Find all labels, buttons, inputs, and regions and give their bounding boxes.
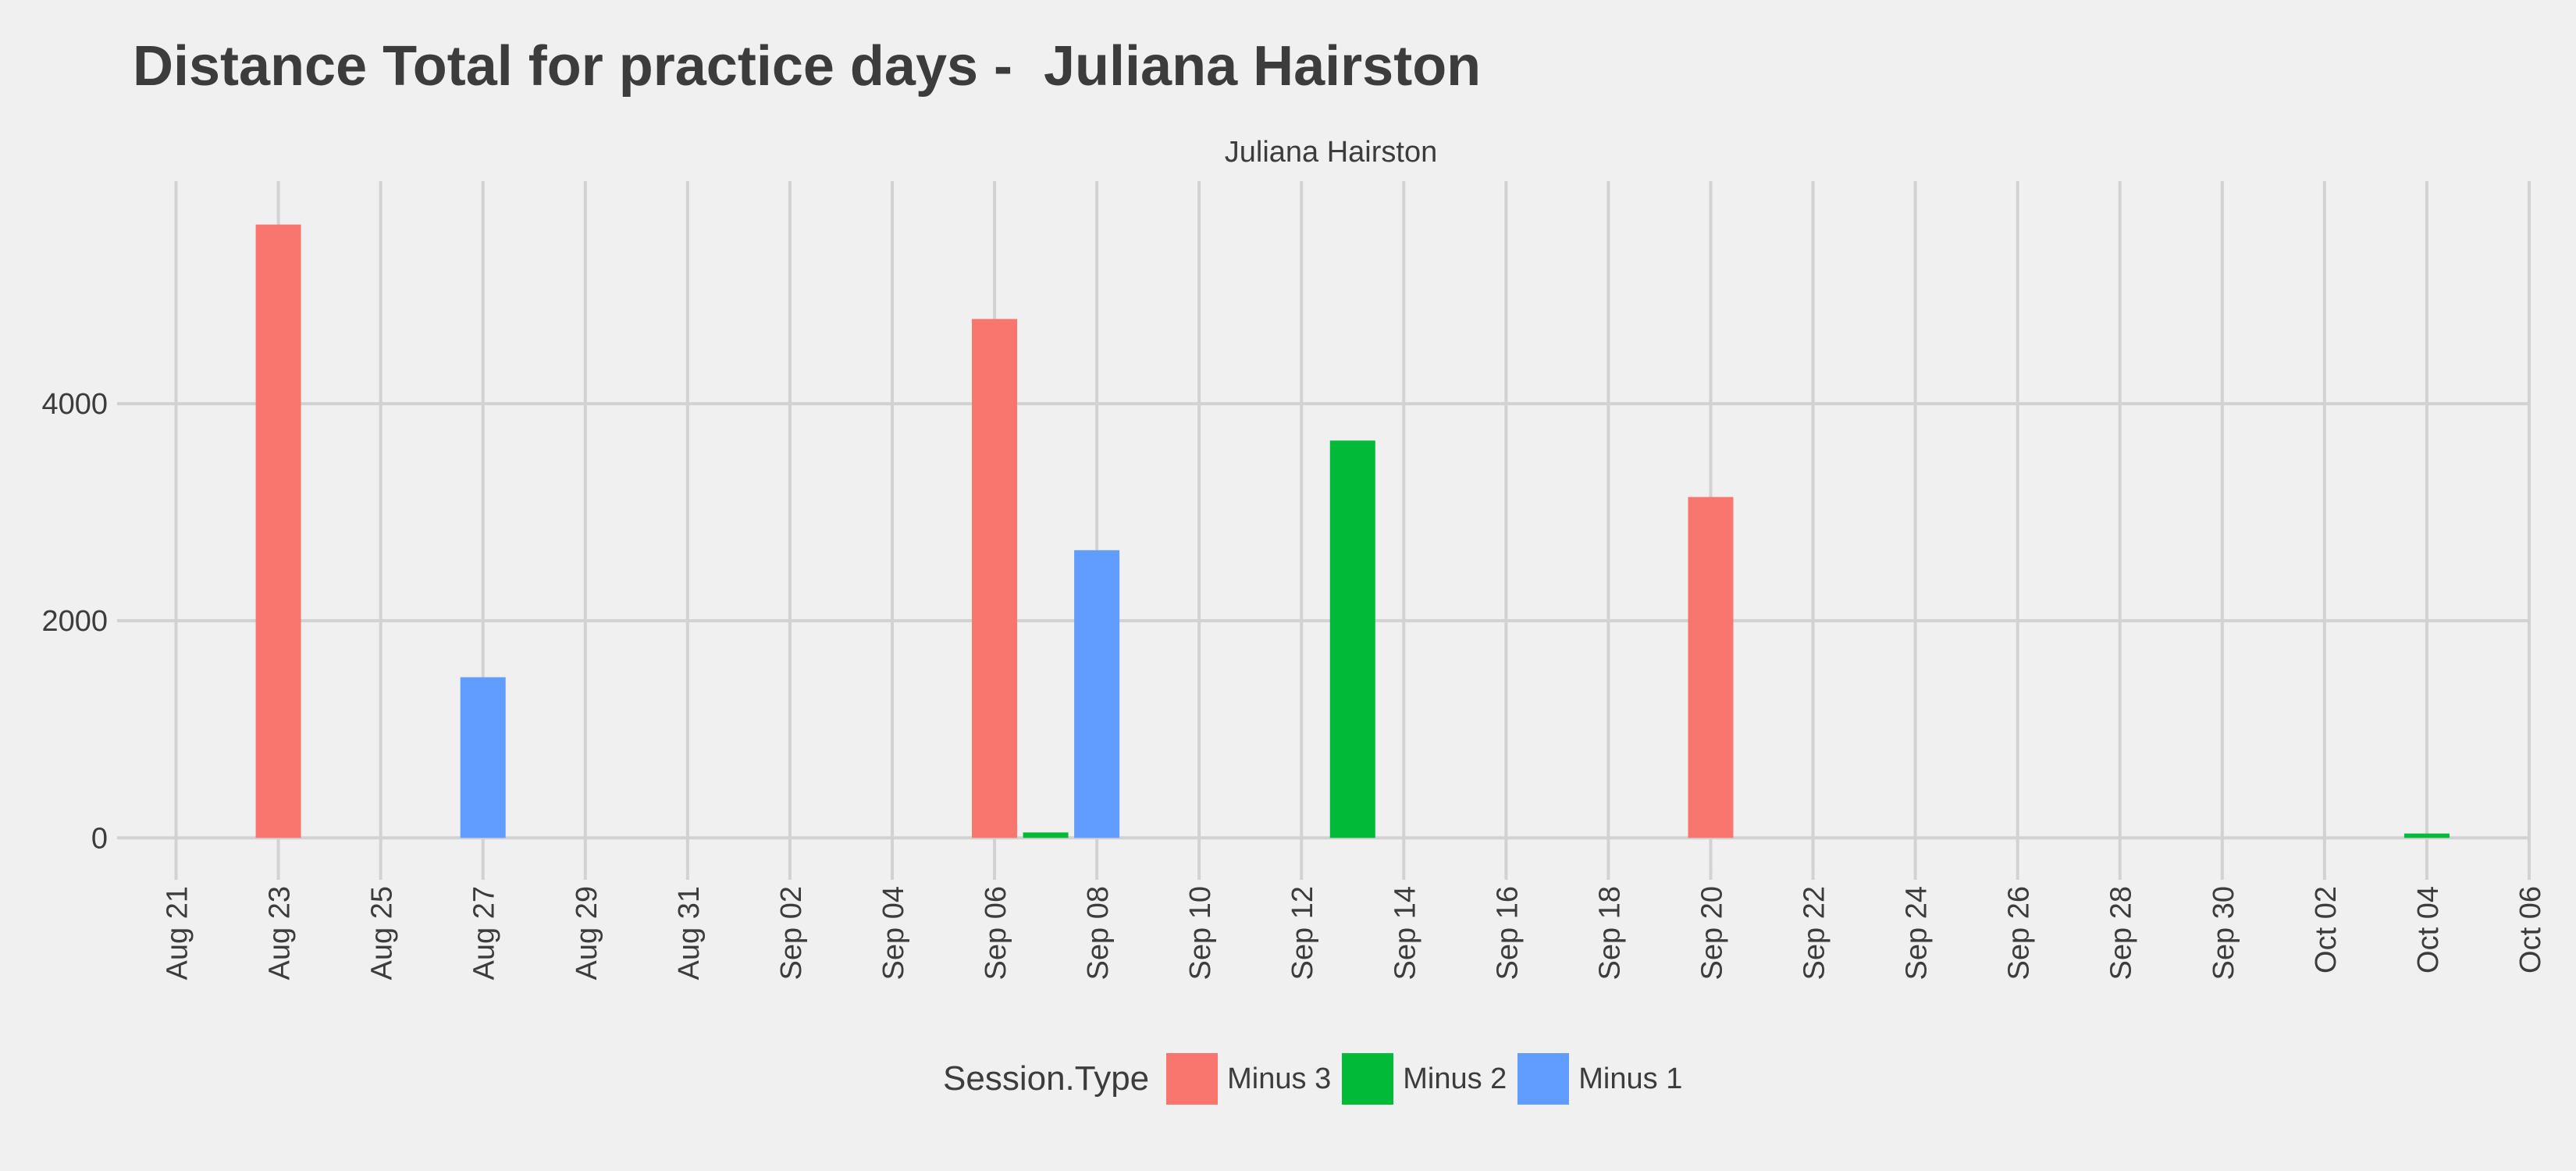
chart-title: Distance Total for practice days - Julia… bbox=[133, 35, 1482, 98]
x-axis-ticks bbox=[174, 870, 2531, 880]
y-tick-label-2000: 2000 bbox=[41, 605, 108, 638]
bar-minus-3-2024-09-20 bbox=[1688, 497, 1734, 838]
facet-strip-label: Juliana Hairston bbox=[1225, 136, 1437, 169]
x-tick-label-oct-06: Oct 06 bbox=[2514, 886, 2547, 973]
x-tick-label-aug-31: Aug 31 bbox=[673, 886, 706, 980]
y-axis-tick-labels: 0 2000 4000 bbox=[41, 388, 108, 855]
vertical-gridlines bbox=[174, 181, 2531, 870]
x-tick-label-sep-22: Sep 22 bbox=[1799, 886, 1831, 980]
bars-layer bbox=[255, 224, 2450, 838]
x-tick-label-sep-24: Sep 24 bbox=[1901, 886, 1934, 980]
bar-minus-2-2024-09-13 bbox=[1329, 440, 1375, 838]
legend: Session.Type Minus 3 Minus 2 Minus 1 bbox=[943, 1052, 1693, 1106]
x-tick-label-sep-26: Sep 26 bbox=[2003, 886, 2036, 980]
x-tick-label-sep-14: Sep 14 bbox=[1389, 886, 1421, 980]
x-tick-label-sep-08: Sep 08 bbox=[1082, 886, 1115, 980]
legend-item-minus-3: Minus 3 bbox=[1166, 1053, 1331, 1105]
x-tick-label-oct-04: Oct 04 bbox=[2412, 886, 2445, 973]
x-tick-label-oct-02: Oct 02 bbox=[2310, 886, 2343, 973]
legend-swatch-minus-3 bbox=[1166, 1053, 1219, 1105]
x-tick-label-sep-02: Sep 02 bbox=[775, 886, 808, 980]
x-tick-label-sep-16: Sep 16 bbox=[1491, 886, 1524, 980]
x-tick-label-sep-20: Sep 20 bbox=[1695, 886, 1728, 980]
y-tick-label-0: 0 bbox=[91, 822, 108, 855]
horizontal-gridlines bbox=[117, 402, 2529, 840]
y-tick-label-4000: 4000 bbox=[41, 388, 108, 421]
x-axis-tick-labels: Aug 21 Aug 23 Aug 25 Aug 27 Aug 29 Aug 31 Sep … bbox=[162, 886, 2547, 980]
x-tick-label-sep-10: Sep 10 bbox=[1184, 886, 1217, 980]
bar-minus-1-2024-09-08 bbox=[1074, 550, 1120, 838]
x-tick-label-sep-12: Sep 12 bbox=[1286, 886, 1319, 980]
bar-minus-1-2024-08-27 bbox=[460, 677, 506, 838]
x-tick-label-aug-27: Aug 27 bbox=[468, 886, 501, 980]
x-tick-label-sep-28: Sep 28 bbox=[2105, 886, 2138, 980]
x-tick-label-sep-04: Sep 04 bbox=[877, 886, 910, 980]
bar-minus-2-2024-09-07 bbox=[1023, 832, 1069, 838]
bar-minus-2-2024-10-04 bbox=[2403, 833, 2450, 838]
x-tick-label-aug-25: Aug 25 bbox=[366, 886, 399, 980]
bar-minus-3-2024-08-23 bbox=[255, 224, 301, 838]
legend-label-minus-3: Minus 3 bbox=[1227, 1062, 1332, 1095]
x-tick-label-aug-23: Aug 23 bbox=[264, 886, 297, 980]
legend-label-minus-2: Minus 2 bbox=[1403, 1062, 1507, 1095]
legend-title: Session.Type bbox=[943, 1059, 1150, 1098]
x-tick-label-sep-30: Sep 30 bbox=[2208, 886, 2240, 980]
legend-label-minus-1: Minus 1 bbox=[1578, 1062, 1683, 1095]
legend-swatch-minus-2 bbox=[1342, 1053, 1394, 1105]
legend-item-minus-2: Minus 2 bbox=[1342, 1053, 1507, 1105]
x-tick-label-aug-29: Aug 29 bbox=[571, 886, 603, 980]
bar-minus-3-2024-09-06 bbox=[972, 319, 1018, 838]
legend-swatch-minus-1 bbox=[1517, 1053, 1570, 1105]
x-tick-label-sep-06: Sep 06 bbox=[980, 886, 1012, 980]
x-tick-label-aug-21: Aug 21 bbox=[162, 886, 194, 980]
legend-item-minus-1: Minus 1 bbox=[1517, 1053, 1682, 1105]
x-tick-label-sep-18: Sep 18 bbox=[1593, 886, 1626, 980]
